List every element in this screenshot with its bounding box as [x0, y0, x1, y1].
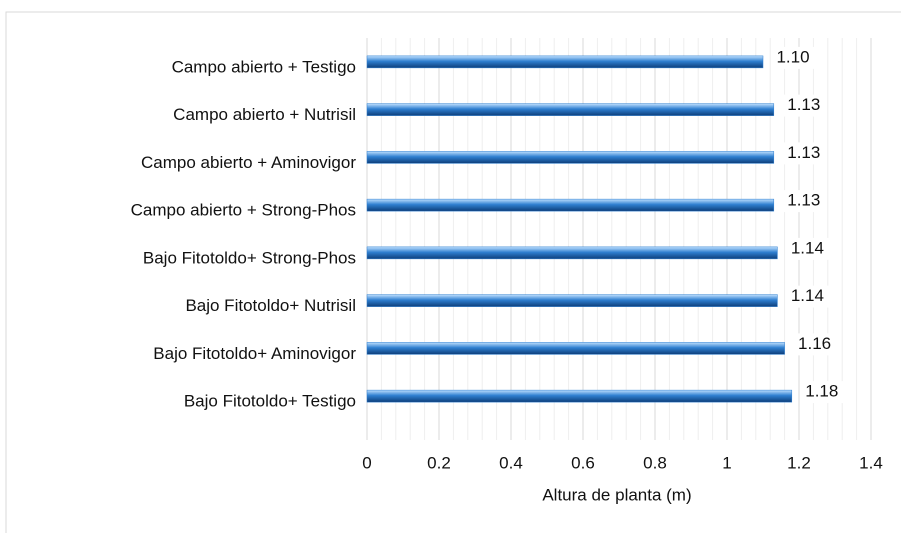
data-label-bg [781, 142, 826, 165]
y-tick-label: Bajo Fitotoldo+ Testigo [184, 392, 356, 411]
data-label: 1.10 [776, 47, 809, 66]
y-tick-label: Campo abierto + Testigo [172, 57, 356, 76]
x-tick-label: 1.4 [859, 453, 883, 472]
x-tick-label: 1 [722, 453, 731, 472]
x-tick-label: 1.2 [787, 453, 811, 472]
x-tick-label: 0.6 [571, 453, 595, 472]
y-tick-label: Bajo Fitotoldo+ Aminovigor [153, 344, 356, 363]
data-label-bg [785, 285, 830, 308]
bar [366, 103, 775, 116]
data-label-bg [781, 190, 826, 213]
chart-frame [5, 11, 901, 533]
data-label-bg [785, 237, 830, 260]
data-label: 1.14 [791, 238, 824, 257]
data-label-bg [799, 381, 844, 404]
x-axis-label: Altura de planta (m) [542, 485, 691, 504]
data-label-bg [781, 94, 826, 117]
data-label: 1.18 [805, 382, 838, 401]
bar [366, 151, 775, 164]
y-tick-label: Bajo Fitotoldo+ Strong-Phos [143, 248, 356, 267]
bar [366, 246, 778, 260]
x-tick-label: 0 [362, 453, 371, 472]
y-tick-label: Campo abierto + Aminovigor [141, 153, 356, 172]
bar [366, 198, 775, 212]
y-tick-label: Bajo Fitotoldo+ Nutrisil [185, 296, 356, 315]
x-tick-label: 0.2 [427, 453, 451, 472]
bar [366, 342, 785, 355]
data-label: 1.13 [787, 95, 820, 114]
data-label-bg [792, 333, 837, 356]
data-label: 1.13 [787, 143, 820, 162]
bar [366, 294, 778, 307]
y-tick-label: Campo abierto + Nutrisil [173, 105, 356, 124]
data-label: 1.14 [791, 286, 824, 305]
bar [366, 389, 793, 403]
x-tick-label: 0.4 [499, 453, 523, 472]
data-label: 1.16 [798, 334, 831, 353]
x-tick-label: 0.8 [643, 453, 667, 472]
y-tick-label: Campo abierto + Strong-Phos [131, 201, 356, 220]
bar [366, 55, 764, 69]
data-label: 1.13 [787, 191, 820, 210]
data-label-bg [771, 46, 815, 69]
